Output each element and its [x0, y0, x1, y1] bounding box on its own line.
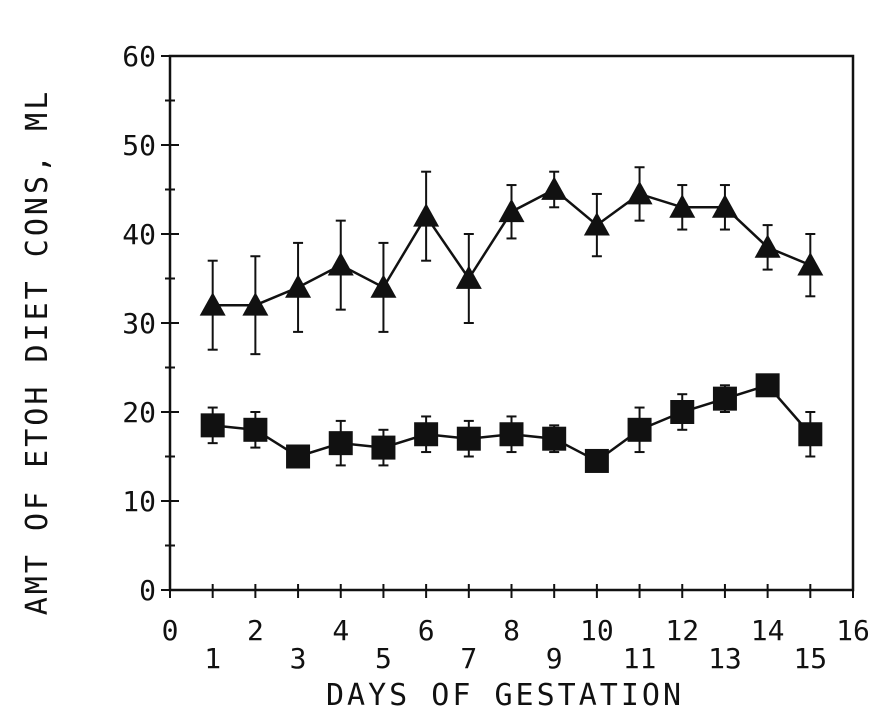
data-point-triangle	[583, 212, 610, 236]
x-tick-label: 12	[665, 614, 699, 647]
x-tick-label: 8	[503, 614, 520, 647]
data-point-square	[755, 373, 780, 398]
x-tick-label: 6	[418, 614, 435, 647]
data-point-triangle	[199, 292, 226, 316]
x-tick-label: 10	[580, 614, 614, 647]
data-point-square	[243, 417, 268, 442]
data-point-square	[712, 386, 737, 411]
series-2	[200, 373, 823, 473]
axis-ticks	[161, 55, 854, 598]
data-point-square	[456, 426, 481, 451]
series-layer	[199, 166, 824, 473]
data-point-triangle	[455, 265, 482, 289]
x-tick-label: 7	[460, 642, 477, 675]
data-point-triangle	[669, 194, 696, 218]
data-point-square	[328, 431, 353, 456]
data-point-triangle	[242, 292, 269, 316]
x-tick-label: 9	[546, 642, 563, 675]
x-tick-label: 14	[751, 614, 785, 647]
plot-frame	[168, 54, 855, 592]
x-tick-label: 2	[247, 614, 264, 647]
y-tick-label: 30	[122, 307, 156, 340]
data-point-square	[584, 448, 609, 473]
x-tick-label: 15	[793, 642, 827, 675]
data-point-square	[670, 400, 695, 424]
data-point-triangle	[285, 274, 312, 298]
data-point-triangle	[498, 198, 525, 223]
data-point-triangle	[711, 194, 738, 218]
data-point-triangle	[626, 180, 653, 205]
x-tick-label: 5	[375, 642, 392, 675]
data-point-square	[286, 444, 311, 469]
data-point-square	[798, 422, 823, 447]
x-tick-label: 13	[708, 642, 742, 675]
data-point-square	[542, 426, 567, 451]
data-point-square	[499, 422, 524, 447]
data-point-triangle	[754, 234, 781, 258]
x-tick-label: 11	[623, 642, 657, 675]
y-tick-label: 10	[122, 485, 156, 518]
data-point-triangle	[327, 252, 354, 276]
x-tick-label: 3	[290, 642, 307, 675]
data-point-triangle	[370, 274, 397, 298]
data-point-square	[371, 435, 396, 460]
y-tick-label: 0	[139, 574, 156, 607]
data-point-square	[627, 417, 652, 442]
y-tick-label: 50	[122, 129, 156, 162]
data-point-square	[414, 422, 439, 447]
x-tick-label: 4	[332, 614, 349, 647]
y-tick-label: 60	[122, 40, 156, 73]
series-1	[199, 166, 824, 356]
y-axis-label: AMT OF ETOH DIET CONS, ML	[20, 89, 55, 616]
x-tick-label: 0	[162, 614, 179, 647]
data-point-triangle	[413, 203, 440, 227]
x-tick-label: 16	[836, 614, 870, 647]
x-axis-label: DAYS OF GESTATION	[326, 678, 684, 713]
data-point-triangle	[797, 252, 824, 276]
x-tick-label: 1	[204, 642, 221, 675]
y-tick-label: 20	[122, 396, 156, 429]
plot-border	[168, 54, 855, 592]
data-point-triangle	[541, 176, 568, 200]
y-tick-label: 40	[122, 218, 156, 251]
data-point-square	[200, 413, 225, 438]
